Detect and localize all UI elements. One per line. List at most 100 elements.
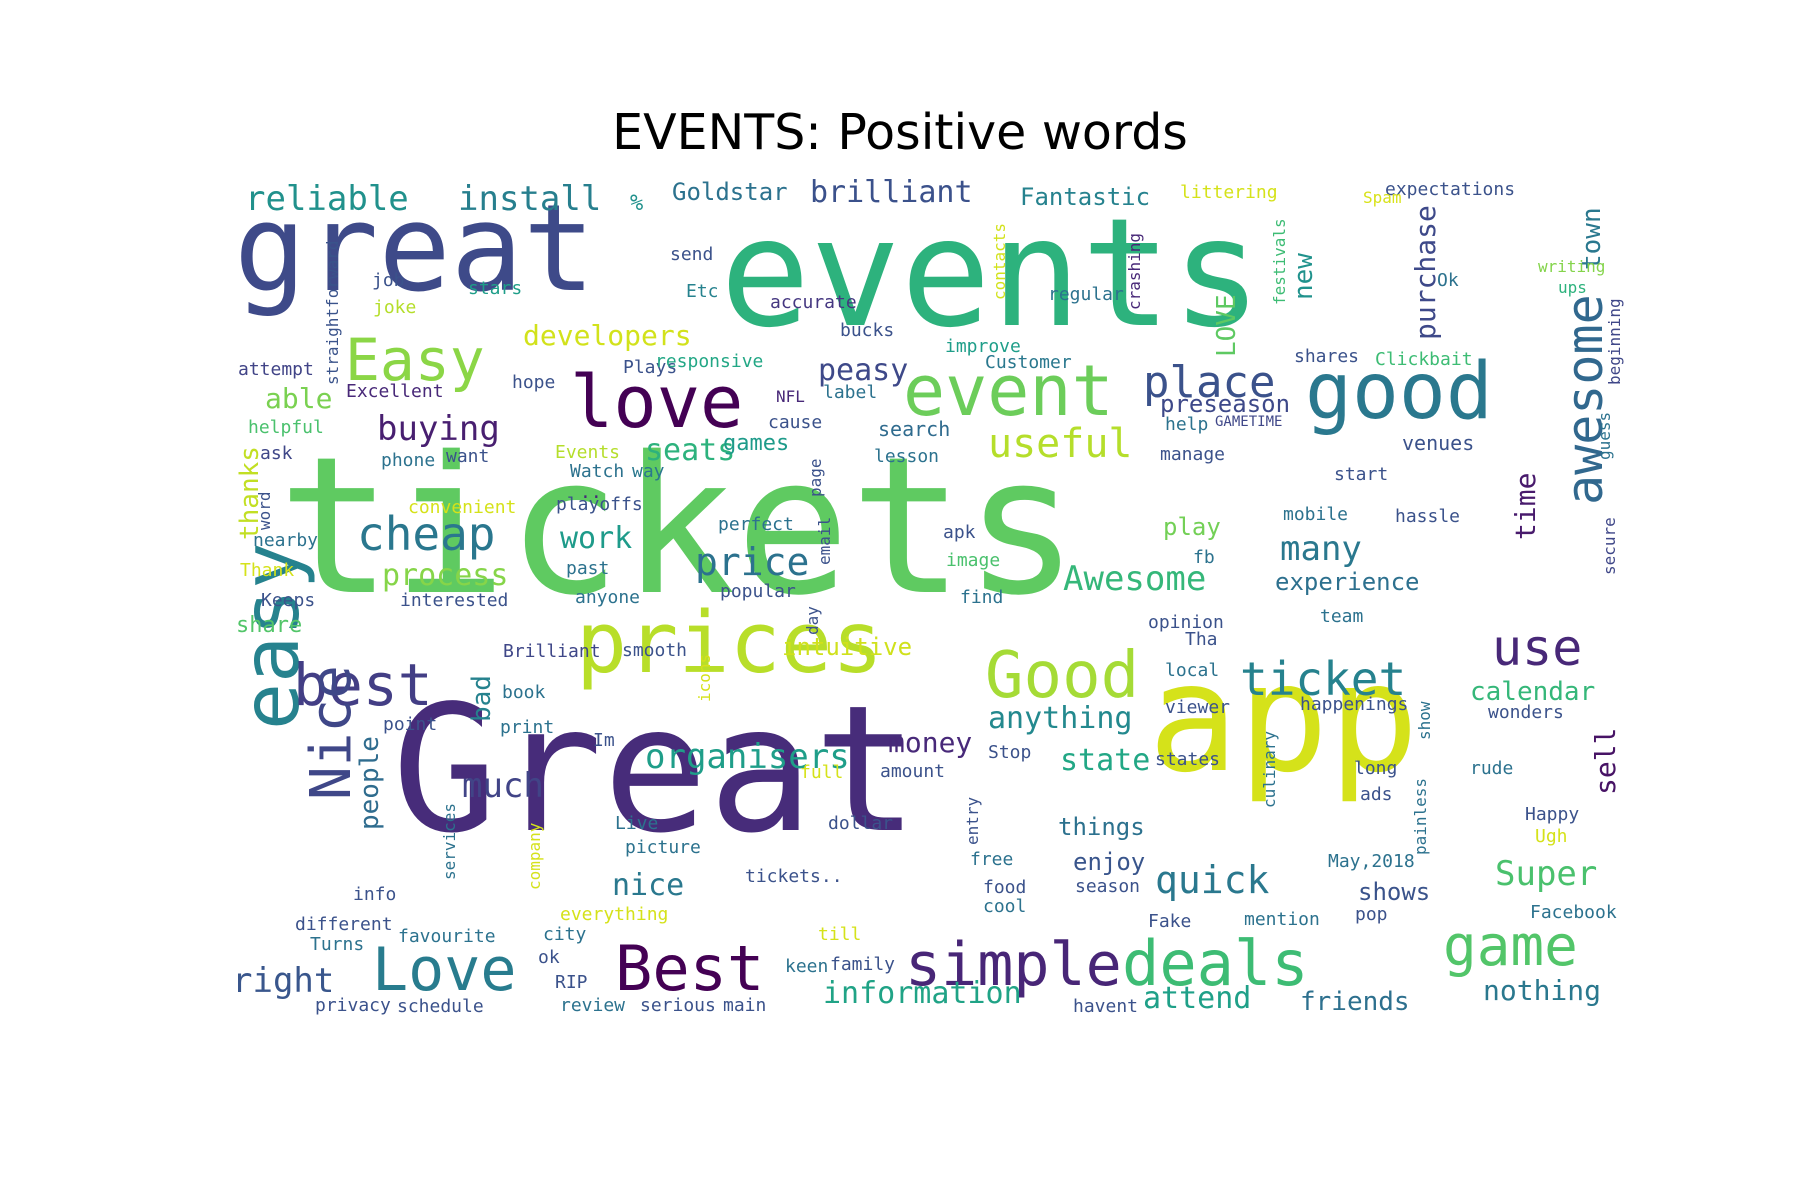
word-fantastic: Fantastic	[1020, 183, 1150, 211]
word-reliable: reliable	[245, 179, 409, 219]
word-email: email	[815, 517, 834, 565]
word-long: long	[1354, 758, 1397, 779]
word-game: game	[1443, 914, 1578, 979]
word-best: Best	[615, 932, 764, 1005]
word-responsive: responsive	[655, 351, 763, 372]
word-work: work	[560, 521, 632, 556]
word-amount: amount	[880, 761, 945, 782]
word-sell: sell	[1589, 728, 1622, 795]
word-info: info	[353, 884, 396, 905]
word-city: city	[543, 924, 587, 945]
word-everything: everything	[560, 904, 668, 925]
word-good: good	[1305, 347, 1493, 437]
word-search: search	[878, 417, 950, 441]
word-word: word	[255, 491, 274, 530]
word-team: team	[1320, 606, 1363, 627]
word-favourite: favourite	[398, 926, 496, 947]
word-day: day	[803, 606, 822, 635]
word-playoffs: playoffs	[556, 494, 643, 515]
word-festivals: festivals	[1270, 218, 1289, 305]
word-able: able	[265, 382, 332, 415]
word-time: time	[1509, 473, 1542, 540]
word-regular: regular	[1048, 284, 1124, 305]
word-book: book	[502, 682, 546, 703]
word-phone: phone	[381, 450, 435, 471]
word-manage: manage	[1160, 444, 1225, 465]
word-bucks: bucks	[840, 320, 894, 341]
word-cheap: cheap	[357, 507, 495, 561]
word-food: food	[983, 877, 1026, 898]
word-hope: hope	[512, 372, 555, 393]
word-brilliant: brilliant	[810, 175, 973, 210]
word-money: money	[888, 726, 972, 759]
word-keen: keen	[785, 956, 828, 977]
word-turns: Turns	[310, 934, 364, 955]
word-best: best	[293, 651, 433, 719]
word-tha: Tha	[1185, 629, 1218, 650]
word-print: print	[500, 717, 554, 738]
word-image: image	[946, 550, 1000, 571]
word-dots: %	[630, 191, 643, 216]
word-send: send	[670, 244, 713, 265]
word-rip: RIP	[555, 972, 588, 993]
word-page: page	[806, 458, 825, 497]
word-may-2018: May,2018	[1328, 851, 1415, 872]
word-popular: popular	[720, 581, 796, 602]
word-states: states	[1155, 749, 1220, 770]
word-attempt: attempt	[238, 359, 314, 380]
word-super: Super	[1495, 854, 1597, 894]
word-watch: Watch	[570, 461, 624, 482]
word-simple: simple	[905, 930, 1122, 1000]
word-cause: cause	[768, 412, 822, 433]
word-convenient: convenient	[408, 497, 516, 518]
word-accurate: accurate	[770, 292, 857, 313]
word-information: information	[823, 976, 1022, 1011]
word-past: past	[566, 558, 609, 579]
word-hassle: hassle	[1395, 506, 1460, 527]
word-show: show	[1415, 701, 1434, 740]
word-great: great	[234, 180, 595, 319]
word-company: company	[525, 822, 544, 890]
word-attend: attend	[1143, 981, 1251, 1016]
word-review: review	[560, 995, 625, 1016]
word-label: label	[823, 382, 877, 403]
word-painless: painless	[1411, 778, 1430, 855]
word-stop: Stop	[988, 742, 1031, 763]
word-new: new	[1289, 253, 1319, 300]
word-live: Live	[615, 813, 658, 834]
word-job: job	[372, 270, 405, 291]
word-love: love	[570, 360, 743, 444]
word-much: much	[462, 766, 544, 806]
word-icons: icons	[695, 654, 714, 702]
word-games: games	[723, 431, 789, 456]
word-ask: ask	[260, 443, 293, 464]
word-bad: bad	[467, 675, 497, 722]
word-apk: apk	[943, 522, 976, 543]
word-nothing: nothing	[1483, 974, 1601, 1007]
word-nice: nice	[612, 868, 684, 903]
word-help: help	[1165, 414, 1208, 435]
word-guess: guess	[1595, 412, 1614, 460]
word-free: free	[970, 849, 1013, 870]
word-right: right	[232, 961, 334, 1001]
word-keeps: Keeps	[261, 590, 315, 611]
word-ok: Ok	[1437, 270, 1459, 291]
word-happy: Happy	[1525, 804, 1579, 825]
word-events: events	[720, 187, 1262, 361]
word-deals: deals	[1122, 927, 1309, 1000]
word-plays: Plays	[623, 357, 677, 378]
word-nearby: nearby	[253, 530, 318, 551]
word-developers: developers	[523, 319, 692, 352]
word-price: price	[695, 540, 809, 584]
word-joke: joke	[373, 297, 416, 318]
word-ugh: Ugh	[1535, 826, 1568, 847]
word-brilliant: Brilliant	[503, 641, 601, 662]
word-local: local	[1165, 660, 1219, 681]
word-crashing: crashing	[1125, 233, 1144, 310]
word-season: season	[1075, 876, 1140, 897]
word-shares: shares	[1294, 346, 1359, 367]
word-way: way	[632, 461, 665, 482]
word-mobile: mobile	[1283, 504, 1348, 525]
word-great: Great	[392, 669, 919, 872]
